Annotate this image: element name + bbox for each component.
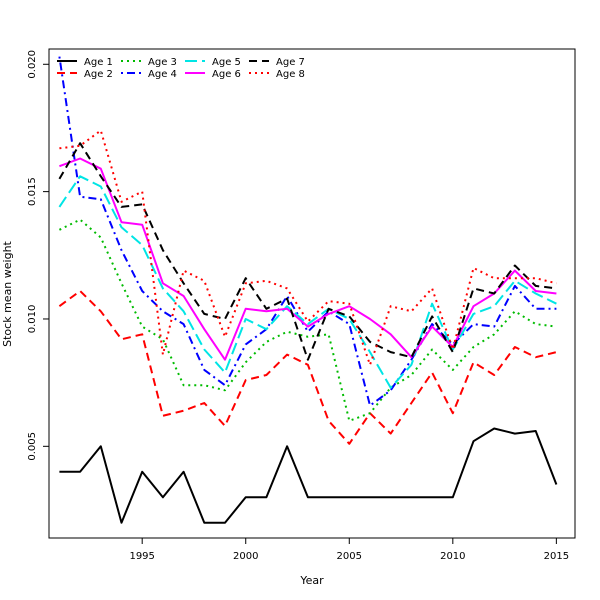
legend-label-age-7: Age 7 — [276, 57, 305, 68]
x-tick-label-2005: 2005 — [337, 551, 362, 562]
y-axis: 0.005 0.010 0.015 0.020 — [27, 50, 49, 461]
y-tick-label-1: 0.010 — [27, 305, 38, 334]
legend-label-age-2: Age 2 — [84, 69, 113, 80]
legend-label-age-6: Age 6 — [212, 69, 241, 80]
series-line-age-3 — [58, 218, 557, 422]
legend-label-age-8: Age 8 — [276, 69, 305, 80]
plot-frame — [48, 48, 576, 539]
series-line-age-7 — [58, 142, 557, 361]
x-tick-label-2015: 2015 — [544, 551, 569, 562]
series-line-age-5 — [58, 175, 557, 389]
x-axis: 1995 2000 2005 2010 2015 — [129, 538, 569, 562]
y-axis-label: Stock mean weight — [1, 240, 14, 346]
series-line-age-6 — [59, 157, 557, 361]
x-axis-label: Year — [299, 574, 324, 587]
legend-label-age-1: Age 1 — [84, 57, 113, 68]
series-line-age-1 — [59, 427, 558, 524]
x-tick-label-2000: 2000 — [233, 551, 258, 562]
y-tick-label-0: 0.005 — [27, 432, 38, 461]
x-tick-label-1995: 1995 — [129, 551, 154, 562]
legend-label-age-5: Age 5 — [212, 57, 241, 68]
legend-label-age-3: Age 3 — [148, 57, 177, 68]
series-line-age-4 — [58, 56, 557, 407]
x-tick-label-2010: 2010 — [440, 551, 465, 562]
legend-label-age-4: Age 4 — [148, 69, 177, 80]
y-tick-label-3: 0.020 — [27, 50, 38, 79]
series-line-age-2 — [58, 290, 557, 445]
series-lines — [58, 56, 558, 524]
y-tick-label-2: 0.015 — [27, 177, 38, 206]
